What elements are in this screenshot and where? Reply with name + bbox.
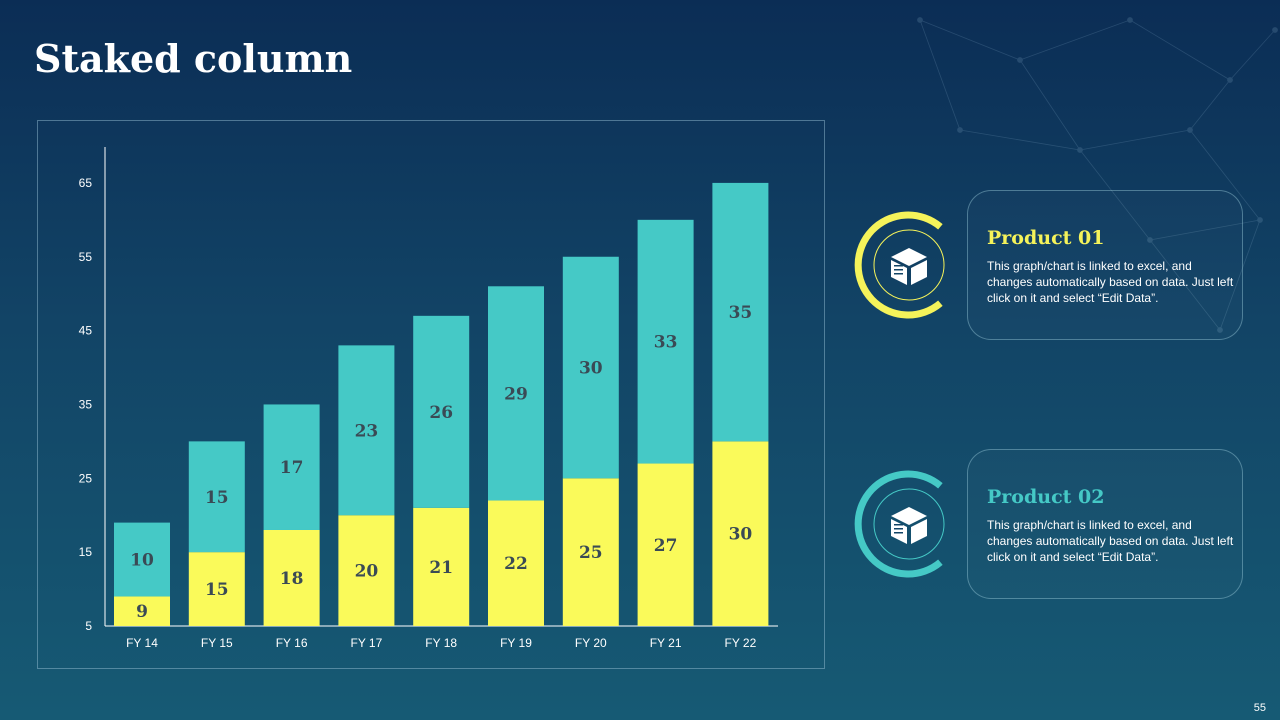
y-tick-label: 5 xyxy=(85,619,92,633)
bar-series-1 xyxy=(637,463,694,626)
chart-frame: 5 15 25 35 45 55 65 9 10 FY 14 15 15 FY 15 18 17 FY 16 2… xyxy=(37,120,825,669)
x-tick-label: FY 20 xyxy=(575,636,607,650)
bar-series-1 xyxy=(188,552,245,626)
product-02-description: This graph/chart is linked to excel, and… xyxy=(987,518,1234,564)
bar-series-2 xyxy=(488,286,544,501)
product-01-title: Product 01 xyxy=(987,227,1105,249)
bar-series-2 xyxy=(263,404,320,530)
product-01-badge xyxy=(854,211,945,319)
data-label-series-2: 17 xyxy=(280,458,304,478)
product-02-badge xyxy=(854,470,945,578)
data-label-series-1: 22 xyxy=(504,554,528,574)
data-label-series-1: 27 xyxy=(654,536,678,556)
data-label-series-1: 20 xyxy=(355,562,379,582)
slide-title: Staked column xyxy=(34,36,353,81)
stacked-column-chart: 5 15 25 35 45 55 65 9 10 FY 14 15 15 FY 15 18 17 FY 16 2… xyxy=(79,147,778,650)
bar-series-1 xyxy=(488,500,544,626)
bar-series-1 xyxy=(338,515,395,626)
bar-series-2 xyxy=(712,182,769,442)
bar-series-1 xyxy=(114,596,170,626)
data-label-series-2: 23 xyxy=(355,421,379,441)
y-tick-label: 65 xyxy=(79,176,93,190)
product-02-card: Product 02 This graph/chart is linked to… xyxy=(967,449,1243,599)
data-label-series-1: 25 xyxy=(579,543,603,563)
bar-series-1 xyxy=(712,441,769,626)
page-number: 55 xyxy=(1253,702,1266,714)
data-label-series-2: 33 xyxy=(654,333,678,353)
bar-series-2 xyxy=(637,219,694,464)
y-tick-label: 55 xyxy=(79,250,93,264)
data-label-series-2: 10 xyxy=(130,551,154,571)
box-icon xyxy=(891,507,927,544)
bar-series-2 xyxy=(114,522,170,597)
data-label-series-2: 30 xyxy=(579,359,603,379)
box-icon xyxy=(891,248,927,285)
data-label-series-1: 18 xyxy=(280,569,304,589)
data-label-series-2: 26 xyxy=(429,403,453,423)
data-label-series-2: 29 xyxy=(504,384,528,404)
x-tick-label: FY 18 xyxy=(425,636,457,650)
bar-series-1 xyxy=(413,507,470,626)
x-tick-label: FY 19 xyxy=(500,636,532,650)
bar-series-1 xyxy=(562,478,619,626)
bar-series-2 xyxy=(338,345,395,516)
y-tick-label: 25 xyxy=(79,471,93,485)
y-tick-label: 45 xyxy=(79,324,93,338)
bar-series-2 xyxy=(413,315,470,508)
product-01-ring xyxy=(854,211,943,319)
product-01-card: Product 01 This graph/chart is linked to… xyxy=(967,190,1243,340)
bar-series-1 xyxy=(263,529,320,626)
data-label-series-2: 15 xyxy=(205,488,229,508)
data-label-series-1: 9 xyxy=(136,602,148,622)
y-tick-label: 15 xyxy=(79,545,93,559)
x-tick-label: FY 17 xyxy=(350,636,382,650)
data-label-series-2: 35 xyxy=(729,303,753,323)
product-02-ring xyxy=(854,470,943,578)
product-01-inner-circle xyxy=(873,229,945,301)
data-label-series-1: 15 xyxy=(205,580,229,600)
product-02-title: Product 02 xyxy=(987,486,1105,508)
x-tick-label: FY 16 xyxy=(276,636,308,650)
x-tick-label: FY 14 xyxy=(126,636,158,650)
x-tick-label: FY 21 xyxy=(650,636,682,650)
data-label-series-1: 30 xyxy=(729,525,753,545)
y-tick-label: 35 xyxy=(79,397,93,411)
x-tick-label: FY 22 xyxy=(724,636,756,650)
x-tick-label: FY 15 xyxy=(201,636,233,650)
product-02-inner-circle xyxy=(873,488,945,560)
data-label-series-1: 21 xyxy=(429,558,453,578)
bar-series-2 xyxy=(562,256,619,479)
bar-series-2 xyxy=(188,441,245,553)
product-01-description: This graph/chart is linked to excel, and… xyxy=(987,259,1234,305)
